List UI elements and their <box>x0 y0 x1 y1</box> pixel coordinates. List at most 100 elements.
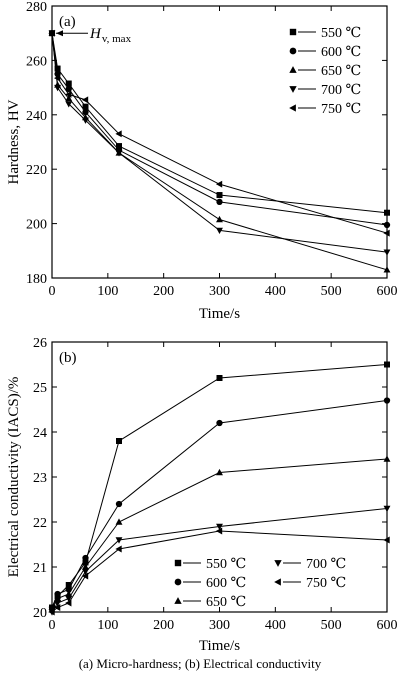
series-circle <box>48 30 391 229</box>
data-point <box>65 101 73 108</box>
data-point <box>115 130 122 138</box>
y-tick-label: 280 <box>26 0 47 15</box>
data-point <box>383 536 390 544</box>
data-point <box>216 375 223 381</box>
y-tick-label: 240 <box>26 109 47 124</box>
data-point <box>216 192 223 199</box>
x-tick-label: 600 <box>377 618 398 633</box>
data-point <box>81 572 89 580</box>
x-axis-label: Time/s <box>199 306 240 322</box>
x-tick-label: 100 <box>97 284 118 299</box>
legend-entry: 750 ℃ <box>274 576 346 591</box>
data-point <box>115 518 123 525</box>
data-point <box>54 84 62 92</box>
legend-label: 650 ℃ <box>321 64 361 79</box>
data-point <box>65 80 72 87</box>
annotation-label: Hv, max <box>89 26 132 45</box>
legend-marker <box>289 86 297 93</box>
data-point <box>216 419 223 427</box>
legend-label: 700 ℃ <box>321 83 361 98</box>
data-point <box>384 361 390 368</box>
data-point <box>215 180 223 188</box>
data-point <box>82 554 89 562</box>
data-point <box>216 215 223 223</box>
data-point <box>383 397 391 404</box>
x-tick-label: 400 <box>265 618 286 633</box>
data-point <box>48 608 55 616</box>
y-tick-label: 220 <box>26 163 47 178</box>
legend-entry: 700 ℃ <box>289 83 361 98</box>
legend: 550 ℃ 600 ℃ 650 ℃ 700 ℃ 750 ℃ <box>289 26 361 117</box>
panel-label: (a) <box>59 14 76 30</box>
legend-marker <box>289 104 296 112</box>
data-point <box>216 468 223 476</box>
legend-label: 550 ℃ <box>321 26 361 41</box>
y-tick-label: 22 <box>33 516 47 531</box>
data-point <box>82 108 89 116</box>
legend-marker <box>289 66 297 73</box>
data-point <box>65 582 72 588</box>
data-point <box>383 266 391 273</box>
legend-marker <box>174 578 182 586</box>
legend-entry: 750 ℃ <box>289 102 361 117</box>
data-point <box>54 65 61 72</box>
y-tick-label: 23 <box>33 471 47 486</box>
legend-label: 650 ℃ <box>206 595 246 610</box>
data-point <box>383 229 390 237</box>
legend: 550 ℃ 600 ℃ 650 ℃ 700 ℃ 750 ℃ <box>174 557 346 610</box>
legend-marker <box>174 559 182 567</box>
data-point <box>115 500 123 508</box>
y-tick-label: 20 <box>33 606 47 621</box>
annotation-arrow-head <box>56 30 63 37</box>
data-point <box>54 590 61 598</box>
series-triangle-down <box>48 30 391 256</box>
legend-entry: 550 ℃ <box>289 26 361 41</box>
legend-marker <box>274 578 281 586</box>
data-point <box>53 74 61 82</box>
series-triangle-left <box>48 29 390 237</box>
y-tick-label: 200 <box>26 218 47 233</box>
data-point <box>82 559 89 566</box>
legend-entry: 550 ℃ <box>174 557 246 572</box>
data-point <box>116 438 122 444</box>
data-point <box>115 545 122 553</box>
y-axis-label: Electrical conductivity (IACS)/% <box>6 377 22 578</box>
y-tick-label: 21 <box>33 561 47 576</box>
data-point <box>383 221 391 229</box>
series-circle <box>48 397 391 611</box>
legend-label: 700 ℃ <box>306 557 346 572</box>
x-tick-label: 600 <box>377 284 398 299</box>
y-tick-label: 260 <box>26 54 47 69</box>
legend-entry: 650 ℃ <box>174 595 246 610</box>
legend-marker <box>289 28 297 36</box>
data-point <box>82 568 89 576</box>
legend-entry: 650 ℃ <box>289 64 361 79</box>
data-point <box>48 29 55 37</box>
y-tick-label: 25 <box>33 381 47 396</box>
legend-entry: 600 ℃ <box>174 576 246 591</box>
data-point <box>116 143 122 150</box>
annotation-main: H <box>89 26 102 42</box>
data-point <box>384 209 390 216</box>
annotation-subscript: v, max <box>102 33 132 45</box>
legend-marker <box>289 47 297 55</box>
data-point <box>216 523 223 531</box>
x-tick-label: 200 <box>153 284 174 299</box>
x-tick-label: 100 <box>97 618 118 633</box>
data-point <box>53 604 61 611</box>
panel-label: (b) <box>59 350 77 366</box>
chart-panel-a: 0 100 200 300 400 500 600 180 200 220 240 260 280 Tim… <box>6 0 398 322</box>
legend-label: 550 ℃ <box>206 557 246 572</box>
data-point <box>65 94 73 102</box>
x-tick-label: 500 <box>321 618 342 633</box>
series-square <box>49 361 390 611</box>
legend-entry: 700 ℃ <box>274 557 346 572</box>
x-tick-label: 300 <box>209 284 230 299</box>
x-tick-label: 400 <box>265 284 286 299</box>
x-tick-label: 500 <box>321 284 342 299</box>
legend-label: 750 ℃ <box>306 576 346 591</box>
legend-marker <box>274 560 282 567</box>
x-tick-label: 0 <box>49 618 56 633</box>
y-axis-label: Hardness, HV <box>6 99 22 184</box>
